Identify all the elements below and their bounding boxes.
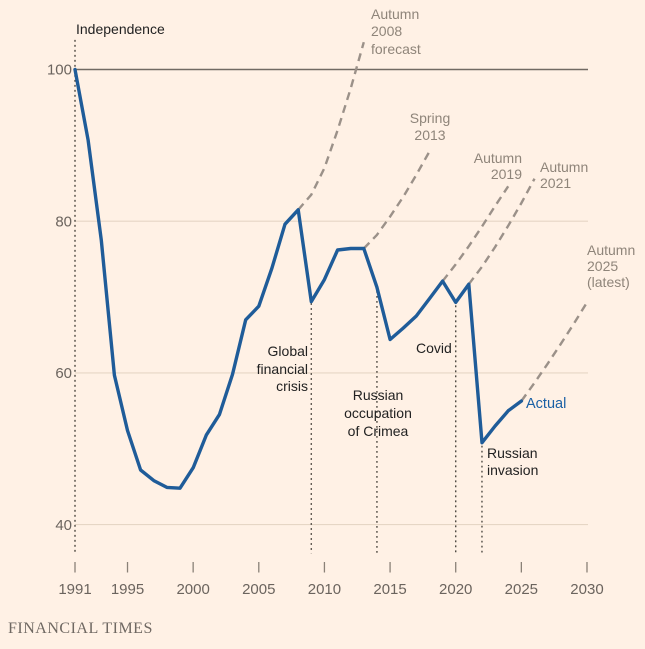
annotation-autumn-2019-forecast: Autumn 2019	[460, 150, 522, 182]
x-axis-label-2015: 2015	[373, 581, 406, 598]
annotation-line: 2008	[371, 23, 403, 40]
annotation-global-financial-crisis: Global financial crisis	[246, 343, 308, 396]
series-autumn-2021-forecast-line	[467, 178, 536, 285]
annotation-line: 2021	[540, 174, 572, 191]
series-actual-line	[73, 67, 524, 490]
annotation-line: 2019	[490, 165, 522, 182]
y-axis-label-80: 80	[55, 213, 72, 230]
annotation-line: Autumn	[587, 242, 636, 258]
x-axis-label-1991: 1991	[58, 581, 91, 598]
annotation-line: Russian	[352, 387, 404, 403]
y-axis-label-40: 40	[55, 517, 72, 534]
series-spring-2013-forecast-line	[362, 150, 431, 250]
annotation-line: financial	[256, 360, 308, 377]
annotation-line: Autumn	[540, 159, 589, 175]
annotation-line: 2025	[587, 258, 619, 274]
ft-logo-text: FINANCIAL TIMES	[8, 620, 153, 637]
y-axis-label-60: 60	[55, 365, 72, 382]
annotation-line: Russian	[487, 445, 538, 461]
annotation-line: forecast	[371, 40, 421, 57]
annotation-line: (latest)	[587, 274, 630, 290]
y-axis-label-100: 100	[47, 62, 72, 79]
annotation-line: 2013	[414, 126, 446, 143]
annotation-line: crisis	[276, 378, 308, 394]
annotation-autumn-2008-forecast: Autumn 2008 forecast	[371, 6, 421, 58]
x-axis-label-2025: 2025	[505, 581, 538, 598]
annotation-autumn-2025-forecast: Autumn 2025 (latest)	[587, 242, 635, 290]
x-axis-label-2010: 2010	[308, 581, 341, 598]
annotation-independence: Independence	[76, 21, 165, 37]
annotation-russian-invasion: Russian invasion	[487, 445, 538, 479]
x-axis-label-1995: 1995	[111, 581, 144, 598]
x-axis-label-2000: 2000	[176, 581, 209, 598]
annotation-line: Global	[267, 343, 308, 359]
series-autumn-2008-forecast-line	[297, 41, 365, 211]
annotation-line: occupation	[344, 405, 412, 421]
series-autumn-2019-forecast-line	[441, 185, 510, 282]
annotation-line: of Crimea	[347, 423, 409, 439]
annotation-line: invasion	[487, 462, 539, 478]
annotation-autumn-2021-forecast: Autumn 2021	[540, 159, 589, 191]
series-autumn-2025-forecast-latest-line	[520, 301, 589, 402]
annotation-line: Autumn	[473, 150, 522, 166]
x-axis-label-2030: 2030	[570, 581, 603, 598]
annotation-russian-occupation-of-crimea: Russian occupation of Crimea	[334, 386, 422, 440]
annotation-covid: Covid	[416, 340, 452, 356]
annotation-line: Spring	[409, 110, 451, 126]
x-axis-label-2005: 2005	[242, 581, 275, 598]
annotation-spring-2013-forecast: Spring 2013	[404, 110, 456, 143]
annotation-line: Autumn	[371, 6, 420, 22]
x-axis-label-2020: 2020	[439, 581, 472, 598]
annotation-actual-series-label: Actual	[526, 396, 567, 412]
